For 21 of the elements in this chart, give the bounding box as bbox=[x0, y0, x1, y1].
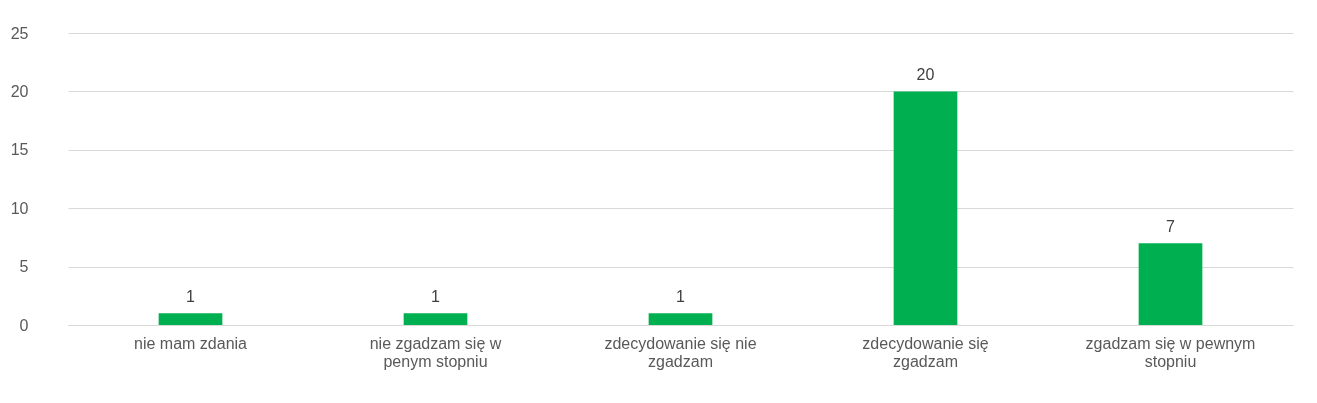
data-label: 20 bbox=[916, 66, 935, 84]
data-label: 1 bbox=[186, 288, 196, 306]
x-tick-label: zdecydowanie się nie zgadzam bbox=[604, 334, 757, 370]
data-label: 7 bbox=[1166, 218, 1176, 236]
y-tick-label: 10 bbox=[10, 199, 29, 217]
bar bbox=[1138, 243, 1203, 325]
bar bbox=[158, 313, 223, 325]
y-tick-label: 0 bbox=[19, 316, 29, 334]
x-tick-label: nie mam zdania bbox=[134, 334, 248, 352]
y-tick-label: 15 bbox=[10, 141, 29, 159]
bar bbox=[893, 91, 958, 325]
x-tick-label: zdecydowanie się zgadzam bbox=[862, 334, 989, 370]
y-tick-label: 25 bbox=[10, 24, 29, 42]
y-tick-label: 5 bbox=[19, 258, 29, 276]
bar bbox=[403, 313, 468, 325]
x-tick-label: nie zgadzam się w penym stopniu bbox=[369, 334, 502, 370]
y-tick-label: 20 bbox=[10, 82, 29, 100]
bar bbox=[648, 313, 713, 325]
data-label: 1 bbox=[431, 288, 441, 306]
x-tick-label: zgadzam się w pewnym stopniu bbox=[1085, 334, 1256, 370]
data-label: 1 bbox=[676, 288, 686, 306]
